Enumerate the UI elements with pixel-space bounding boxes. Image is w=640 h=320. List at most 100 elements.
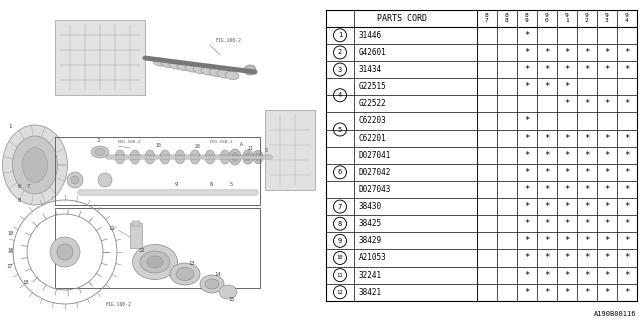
Text: *: * [544,236,550,245]
Text: 8
8: 8 8 [505,13,509,23]
Text: *: * [564,48,570,57]
Bar [265,110,315,190]
Text: *: * [604,219,609,228]
Text: *: * [564,82,570,91]
Text: G22515: G22515 [358,82,386,91]
Ellipse shape [140,251,170,273]
Text: 11: 11 [108,226,115,231]
Text: 9
4: 9 4 [625,13,628,23]
Text: *: * [584,185,589,194]
Text: *: * [624,202,630,211]
Text: 9
0: 9 0 [545,13,548,23]
Text: 31434: 31434 [358,65,381,74]
Text: 7: 7 [338,204,342,210]
Text: *: * [544,48,550,57]
Text: 6: 6 [210,182,213,187]
Text: 2: 2 [97,138,100,143]
Ellipse shape [57,244,73,260]
Text: *: * [604,271,609,280]
Ellipse shape [95,148,105,156]
Text: 38421: 38421 [358,288,381,297]
Text: *: * [544,253,550,262]
Text: *: * [524,271,529,280]
Bar [55,137,260,205]
Ellipse shape [153,58,167,66]
Ellipse shape [193,65,207,74]
Ellipse shape [200,275,224,293]
Text: FIG.160-2: FIG.160-2 [118,140,141,144]
Ellipse shape [176,268,194,281]
Text: C62201: C62201 [358,133,386,143]
Text: *: * [624,253,630,262]
Bar [55,20,145,95]
Ellipse shape [185,64,199,72]
Ellipse shape [13,136,58,194]
Text: *: * [604,133,609,143]
Text: *: * [524,253,529,262]
Text: *: * [564,168,570,177]
Text: FIG.160-2: FIG.160-2 [105,302,131,307]
Text: 9
3: 9 3 [605,13,609,23]
Text: PARTS CORD: PARTS CORD [376,14,427,23]
Text: *: * [604,99,609,108]
Text: 8
7: 8 7 [485,13,489,23]
Text: *: * [584,202,589,211]
Ellipse shape [232,153,238,162]
Text: *: * [564,65,570,74]
Text: 9
1: 9 1 [565,13,569,23]
Text: 6: 6 [18,184,21,189]
Text: *: * [524,185,529,194]
Ellipse shape [160,150,170,164]
Text: *: * [524,133,529,143]
Text: *: * [564,288,570,297]
Text: 9: 9 [175,182,179,187]
Ellipse shape [245,153,251,161]
Text: 3: 3 [338,67,342,73]
Text: *: * [584,48,589,57]
Text: *: * [524,82,529,91]
Text: *: * [624,48,630,57]
Ellipse shape [115,150,125,164]
Text: *: * [584,219,589,228]
Text: FIG.160-2: FIG.160-2 [215,38,241,43]
Text: *: * [584,65,589,74]
Text: *: * [544,133,550,143]
Text: *: * [624,168,630,177]
Text: *: * [564,99,570,108]
Text: 32241: 32241 [358,271,381,280]
Text: *: * [544,151,550,160]
Text: 5: 5 [230,182,233,187]
Ellipse shape [145,150,155,164]
Text: *: * [604,48,609,57]
Text: A21053: A21053 [358,253,386,262]
Text: 9
2: 9 2 [585,13,589,23]
Text: *: * [564,253,570,262]
Ellipse shape [201,67,215,75]
Text: D027042: D027042 [358,168,391,177]
Text: *: * [544,65,550,74]
Text: 1: 1 [338,32,342,38]
Text: *: * [604,202,609,211]
Text: *: * [604,168,609,177]
Ellipse shape [132,244,177,279]
Text: *: * [544,185,550,194]
Text: *: * [564,185,570,194]
Text: 6: 6 [338,169,342,175]
Text: 18: 18 [22,280,29,285]
Ellipse shape [205,279,219,289]
Text: *: * [584,236,589,245]
Text: 8
9: 8 9 [525,13,529,23]
Text: *: * [604,288,609,297]
Text: 3: 3 [265,148,268,153]
Ellipse shape [67,172,83,188]
Text: *: * [544,219,550,228]
Bar [130,223,142,248]
Text: *: * [584,253,589,262]
Text: *: * [524,151,529,160]
Ellipse shape [130,150,140,164]
Ellipse shape [71,176,79,184]
Text: *: * [524,236,529,245]
Text: *: * [584,168,589,177]
Text: 15: 15 [228,297,234,302]
Text: D027041: D027041 [358,151,391,160]
